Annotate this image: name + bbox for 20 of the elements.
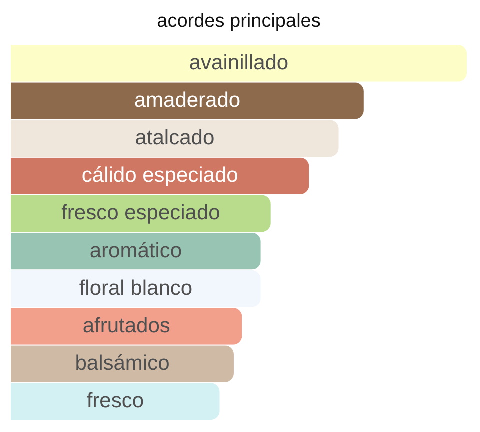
bar (11, 82, 364, 120)
y-tick-label: cálido especiado (82, 164, 238, 188)
y-tick-label: aromático (90, 239, 182, 262)
bar (11, 120, 339, 157)
y-tick-label: afrutados (82, 314, 170, 338)
bar (11, 383, 220, 420)
bar (11, 346, 234, 382)
y-tick-label: amaderado (134, 88, 241, 112)
y-tick-label: atalcado (135, 126, 215, 150)
y-tick-label: avainillado (189, 51, 289, 74)
y-tick-label: fresco (86, 390, 144, 413)
y-tick-label: floral blanco (79, 276, 193, 300)
bar (11, 270, 261, 308)
bar (11, 158, 310, 195)
bar (11, 308, 242, 345)
y-tick-label: balsámico (75, 352, 170, 376)
y-tick-label: fresco especiado (62, 202, 220, 225)
bar (11, 232, 261, 270)
chart-title: acordes principales (157, 11, 321, 32)
bar (11, 45, 467, 82)
